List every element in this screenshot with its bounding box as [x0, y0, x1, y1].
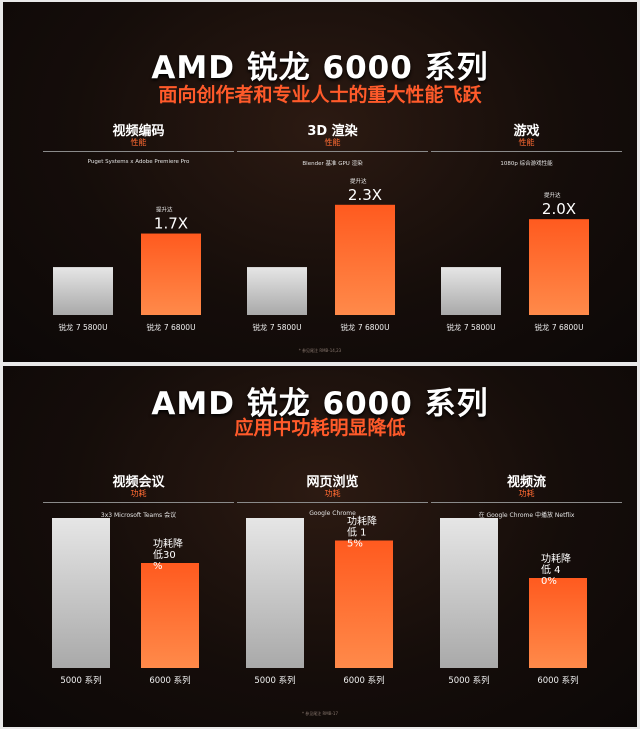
chart-metric-tag: 功耗	[324, 489, 341, 498]
title-divider	[431, 151, 622, 152]
bar-highlight	[529, 578, 587, 668]
chart-subtitle: Blender 基准 GPU 渲染	[302, 161, 363, 167]
title-divider	[431, 502, 622, 503]
chart-metric-tag: 性能	[324, 138, 341, 147]
chart-metric-tag: 性能	[518, 138, 535, 147]
annotation-value: 2.3X	[348, 186, 382, 204]
chart-title: 游戏	[513, 124, 540, 139]
bar-baseline	[247, 267, 307, 315]
x-tick-label: 6000 系列	[343, 675, 384, 686]
annotation-line: 功耗降	[153, 537, 183, 550]
x-tick-label: 6000 系列	[149, 675, 190, 686]
bar-highlight	[141, 233, 201, 315]
chart-web-browsing: 网页浏览 功耗 Google Chrome 5000 系列 6000 系列 功耗降低…	[235, 471, 430, 701]
chart-title: 3D 渲染	[307, 124, 358, 139]
footnote: * 参见尾注 RMB-17	[301, 711, 339, 716]
x-tick-label: 5000 系列	[60, 675, 101, 686]
bar-baseline	[52, 518, 110, 668]
chart-metric-tag: 性能	[130, 138, 147, 147]
annotation-line: 功耗降	[541, 552, 571, 565]
performance-slide: AMD 锐龙 6000 系列 面向创作者和专业人士的重大性能飞跃 视频编码 性能…	[3, 2, 637, 362]
x-tick-label: 锐龙 7 6800U	[146, 322, 195, 332]
slide-subtitle: 应用中功耗明显降低	[234, 417, 406, 439]
chart-metric-tag: 功耗	[518, 489, 535, 498]
slide-subtitle: 面向创作者和专业人士的重大性能飞跃	[158, 84, 482, 106]
annotation-line: 功耗降	[347, 515, 377, 528]
annotation-line: %	[153, 561, 163, 572]
annotation-value: 2.0X	[542, 200, 576, 218]
bar-highlight	[335, 204, 395, 315]
chart-title: 网页浏览	[306, 475, 359, 490]
chart-title: 视频编码	[112, 124, 165, 139]
bar-baseline	[246, 518, 304, 668]
bar-baseline	[53, 267, 113, 315]
slide-title: AMD 锐龙 6000 系列	[151, 386, 489, 422]
chart-subtitle: 3x3 Microsoft Teams 会议	[100, 512, 177, 519]
chart-video-encoding: 视频编码 性能 Puget Systems x Adobe Premiere P…	[41, 120, 236, 350]
annotation-line: 低 1	[347, 526, 367, 539]
title-divider	[43, 151, 234, 152]
chart-subtitle: Google Chrome	[309, 510, 356, 517]
x-tick-label: 锐龙 7 5800U	[446, 322, 495, 332]
chart-metric-tag: 功耗	[130, 489, 147, 498]
bar-baseline	[441, 267, 501, 315]
x-tick-label: 锐龙 7 6800U	[340, 322, 389, 332]
annotation-prefix: 提升达	[156, 206, 173, 214]
x-tick-label: 6000 系列	[537, 675, 578, 686]
chart-title: 视频流	[506, 475, 546, 490]
annotation-line: 低30	[153, 548, 176, 561]
title-divider	[237, 151, 428, 152]
annotation-prefix: 提升达	[350, 177, 367, 185]
chart-3d-rendering: 3D 渲染 性能 Blender 基准 GPU 渲染 锐龙 7 5800U 锐龙 …	[235, 120, 430, 350]
x-tick-label: 5000 系列	[254, 675, 295, 686]
chart-gaming: 游戏 性能 1080p 综合游戏性能 锐龙 7 5800U 锐龙 7 6800U 提…	[429, 120, 624, 350]
chart-subtitle: Puget Systems x Adobe Premiere Pro	[87, 159, 190, 165]
title-divider	[237, 502, 428, 503]
annotation-line: 5%	[347, 539, 363, 550]
title-divider	[43, 502, 234, 503]
x-tick-label: 锐龙 7 6800U	[534, 322, 583, 332]
annotation-prefix: 提升达	[544, 191, 561, 199]
chart-video-conference: 视频会议 功耗 3x3 Microsoft Teams 会议 5000 系列 60…	[41, 471, 236, 701]
power-slide: AMD 锐龙 6000 系列 应用中功耗明显降低 视频会议 功耗 3x3 Mic…	[3, 366, 637, 727]
annotation-line: 0%	[541, 576, 557, 587]
bar-highlight	[141, 563, 199, 668]
chart-video-streaming: 视频流 功耗 在 Google Chrome 中播放 Netflix 5000 …	[429, 471, 624, 701]
slide-title: AMD 锐龙 6000 系列	[151, 50, 489, 86]
chart-title: 视频会议	[112, 475, 165, 490]
chart-subtitle: 在 Google Chrome 中播放 Netflix	[478, 512, 575, 519]
footnote: * 参见尾注 RMB-14,23	[298, 348, 342, 353]
bar-highlight	[529, 219, 589, 315]
annotation-line: 低 4	[541, 563, 561, 576]
x-tick-label: 锐龙 7 5800U	[252, 322, 301, 332]
bar-highlight	[335, 540, 393, 668]
chart-subtitle: 1080p 综合游戏性能	[500, 161, 553, 167]
x-tick-label: 锐龙 7 5800U	[58, 322, 107, 332]
x-tick-label: 5000 系列	[448, 675, 489, 686]
annotation-value: 1.7X	[154, 215, 188, 233]
bar-baseline	[440, 518, 498, 668]
